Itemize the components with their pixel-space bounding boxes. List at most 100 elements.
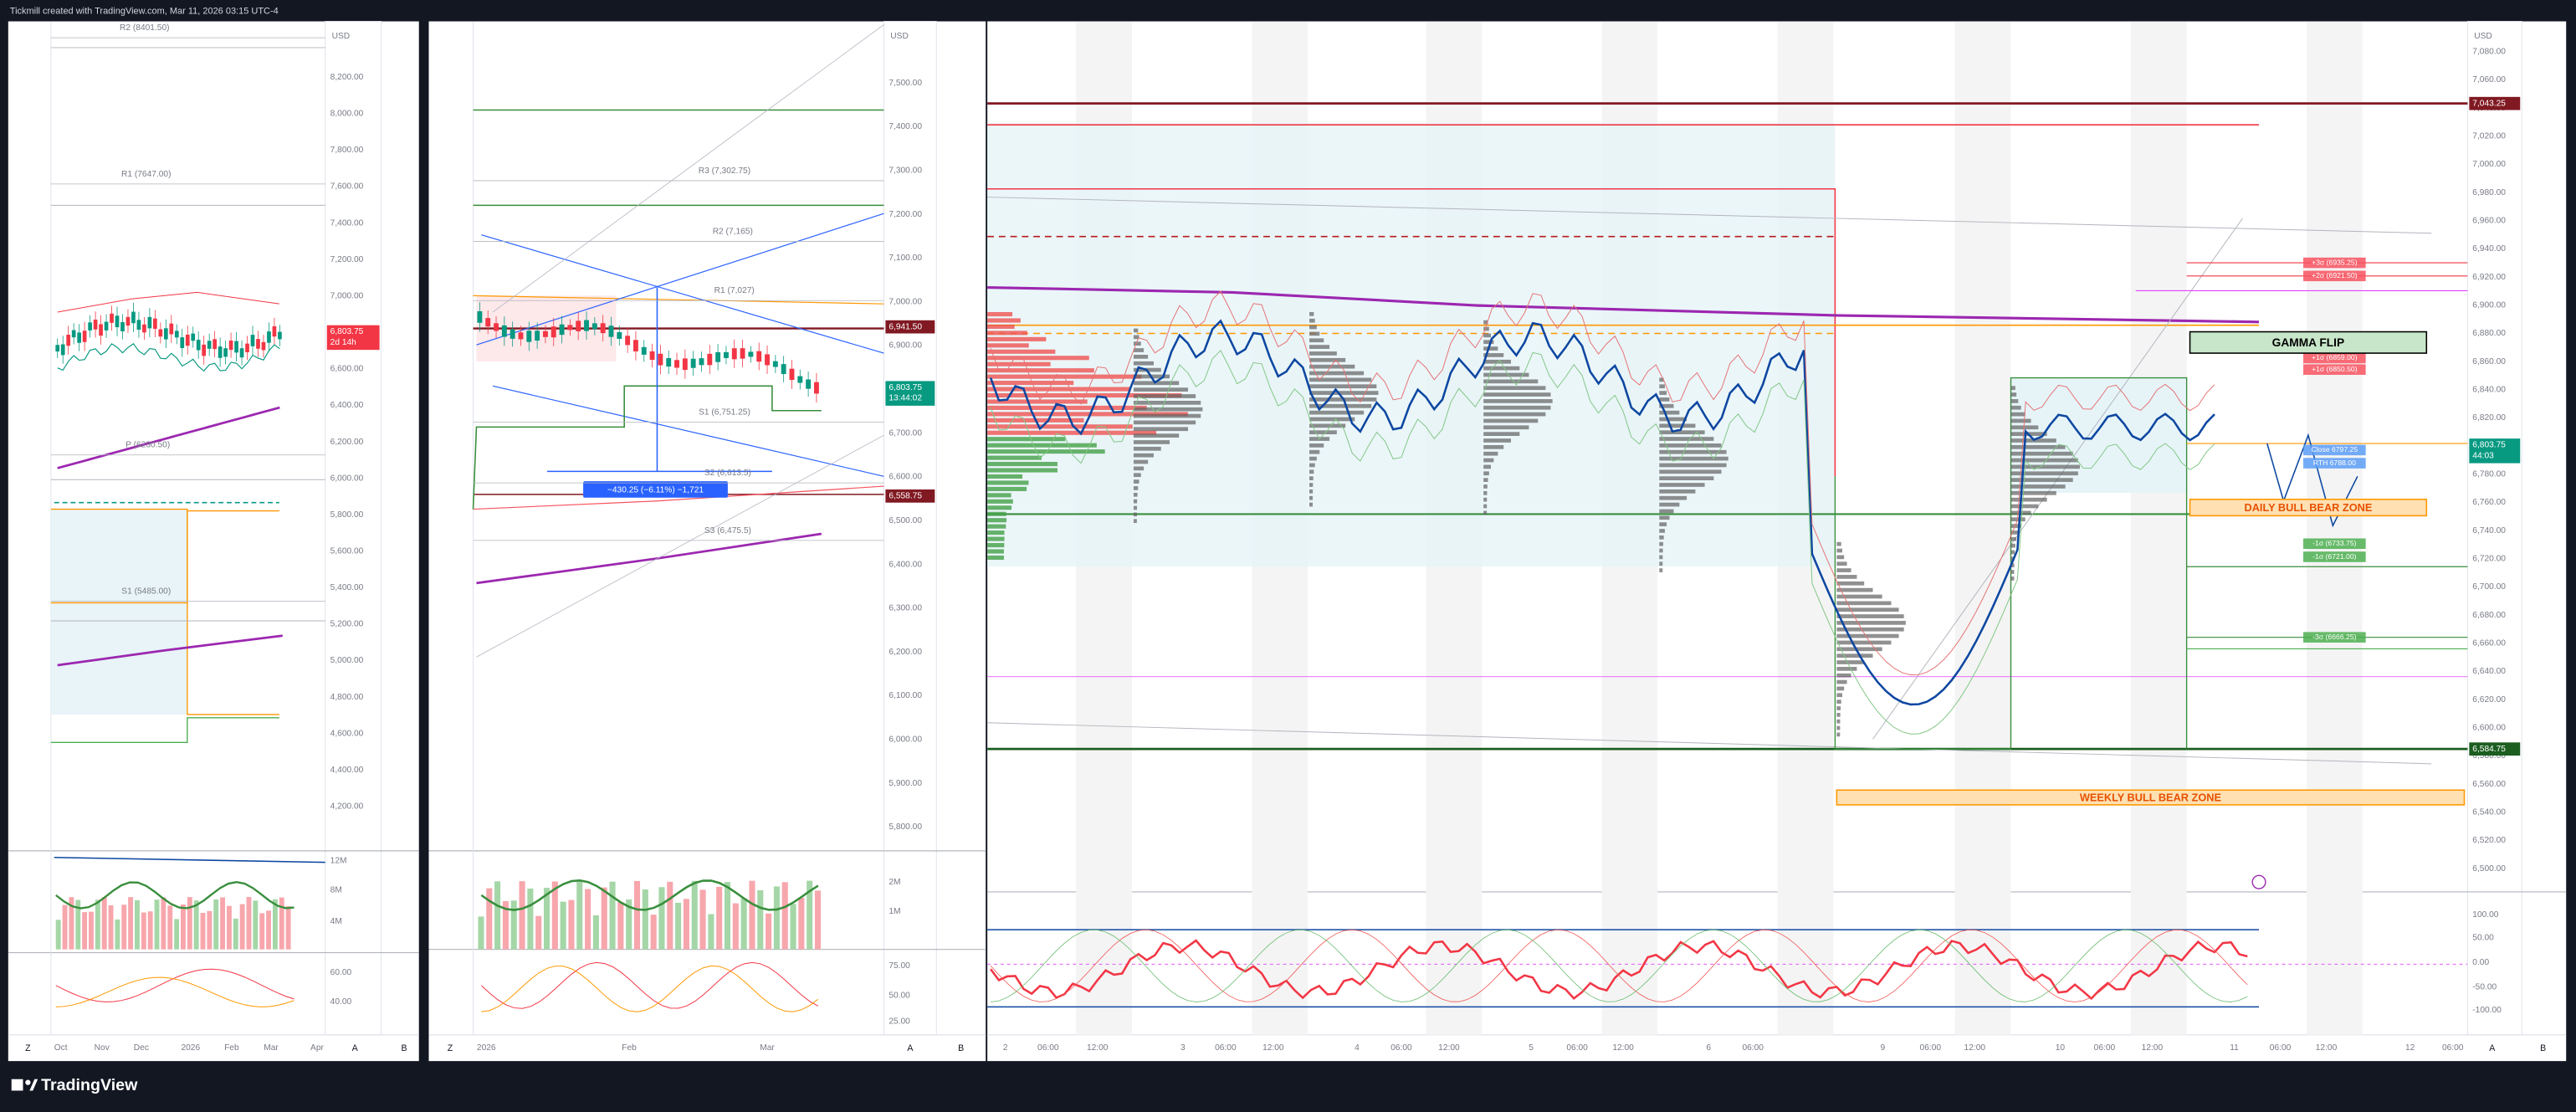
volume-profile	[1133, 407, 1203, 412]
volume-profile	[987, 437, 1066, 442]
button[interactable]	[2536, 1041, 2550, 1055]
volume-bar	[285, 906, 291, 950]
level-tag	[2303, 538, 2366, 550]
button-label[interactable]: B	[402, 1043, 407, 1053]
candle	[202, 344, 207, 356]
price-axis-column	[325, 21, 382, 1036]
volume-profile	[987, 518, 1007, 523]
volume-profile	[1836, 640, 1892, 645]
volume-profile	[1309, 463, 1315, 468]
candle	[131, 311, 136, 324]
volume-bar	[220, 897, 226, 950]
volume-profile	[1309, 410, 1365, 415]
price-axis-label: 5,000.00	[330, 656, 364, 665]
candle	[715, 351, 721, 362]
volume-bar	[510, 900, 517, 950]
candle	[153, 318, 157, 329]
volume-profile	[1836, 575, 1857, 579]
price-axis-label: 6,760.00	[2472, 498, 2506, 507]
price-axis-label: 6,980.00	[2472, 188, 2506, 197]
candle	[789, 368, 795, 381]
volume-profile	[1133, 387, 1189, 392]
zone-box	[2189, 331, 2428, 354]
level-tag	[2303, 352, 2366, 364]
price-badge	[885, 320, 935, 334]
line-plot	[57, 406, 280, 469]
level-label: R1 (7647.00)	[121, 170, 171, 179]
volume-profile	[987, 399, 1088, 404]
zone-label: GAMMA FLIP	[2272, 336, 2344, 349]
volume-profile	[1483, 392, 1551, 397]
session-band	[2306, 21, 2363, 1035]
button[interactable]	[2485, 1041, 2499, 1055]
volume-profile	[1659, 568, 1663, 572]
price-axis-label: 6,000.00	[889, 735, 922, 745]
candle	[185, 334, 190, 346]
volume-bar	[633, 880, 641, 950]
level-label: S2 (6,613.5)	[704, 469, 751, 478]
candle	[477, 311, 483, 323]
volume-profile	[1133, 427, 1189, 432]
price-axis-label: 7,000.00	[330, 291, 364, 300]
price-axis-label: 6,940.00	[2472, 244, 2506, 254]
line	[481, 234, 884, 354]
button[interactable]	[348, 1041, 362, 1055]
volume-profile	[987, 455, 1042, 460]
level-label: S1 (5485.00)	[121, 587, 171, 596]
volume-profile	[1659, 515, 1670, 520]
button-label[interactable]: A	[907, 1043, 914, 1053]
button-label[interactable]: B	[958, 1043, 964, 1053]
volume-profile	[1483, 386, 1546, 391]
volume-profile	[2010, 405, 2021, 410]
button[interactable]	[443, 1041, 457, 1055]
candle	[641, 346, 647, 355]
volume-profile	[2010, 412, 2025, 417]
volume-profile	[1836, 555, 1845, 560]
volume-profile	[987, 405, 1147, 410]
button-label[interactable]: Z	[25, 1043, 31, 1053]
volume-profile	[987, 449, 1105, 454]
candle	[748, 351, 754, 357]
line	[476, 213, 884, 346]
candle	[625, 336, 631, 346]
candle	[163, 328, 168, 340]
candle	[772, 361, 778, 367]
button-label[interactable]: Z	[448, 1043, 453, 1053]
line-plot	[55, 880, 294, 910]
time-axis-label: Mar	[760, 1043, 775, 1053]
volume-profile	[987, 468, 1058, 473]
volume-profile	[1483, 320, 1488, 325]
price-axis-label: 5,900.00	[889, 779, 922, 788]
button[interactable]	[21, 1041, 35, 1055]
volume-bar	[675, 902, 682, 950]
candle	[723, 351, 729, 358]
volume-bar	[732, 903, 739, 950]
button-label[interactable]: B	[2540, 1043, 2546, 1053]
volume-profile	[987, 336, 1047, 341]
candle	[66, 335, 71, 346]
time-axis-label: 06:00	[2442, 1043, 2464, 1053]
time-axis-label: 06:00	[1566, 1043, 1588, 1053]
volume-profile	[987, 499, 1013, 504]
volume-bar	[766, 913, 772, 950]
button-label[interactable]: A	[2489, 1043, 2496, 1053]
volume-profile	[1309, 502, 1313, 507]
level-label: R3 (7,302.75)	[699, 167, 750, 176]
button[interactable]	[954, 1041, 968, 1055]
price-axis-label: 6,900.00	[889, 341, 922, 351]
time-axis-label: 06:00	[1390, 1043, 1412, 1053]
time-axis-label: 12:00	[1438, 1043, 1460, 1053]
volume-profile	[1483, 366, 1520, 371]
button[interactable]	[397, 1041, 411, 1055]
volume-bar	[207, 910, 213, 950]
candle	[632, 340, 638, 351]
price-badge-text: 6,941.50	[889, 322, 922, 331]
button[interactable]	[904, 1041, 917, 1055]
candle	[813, 382, 819, 394]
price-axis-label: 6,780.00	[2472, 470, 2506, 479]
time-axis-label: 3	[1180, 1043, 1186, 1053]
oscillator-axis-label: -50.00	[2472, 982, 2497, 992]
volume-profile	[1483, 326, 1489, 331]
price-axis-label: 6,720.00	[2472, 555, 2506, 564]
button-label[interactable]: A	[352, 1043, 359, 1053]
